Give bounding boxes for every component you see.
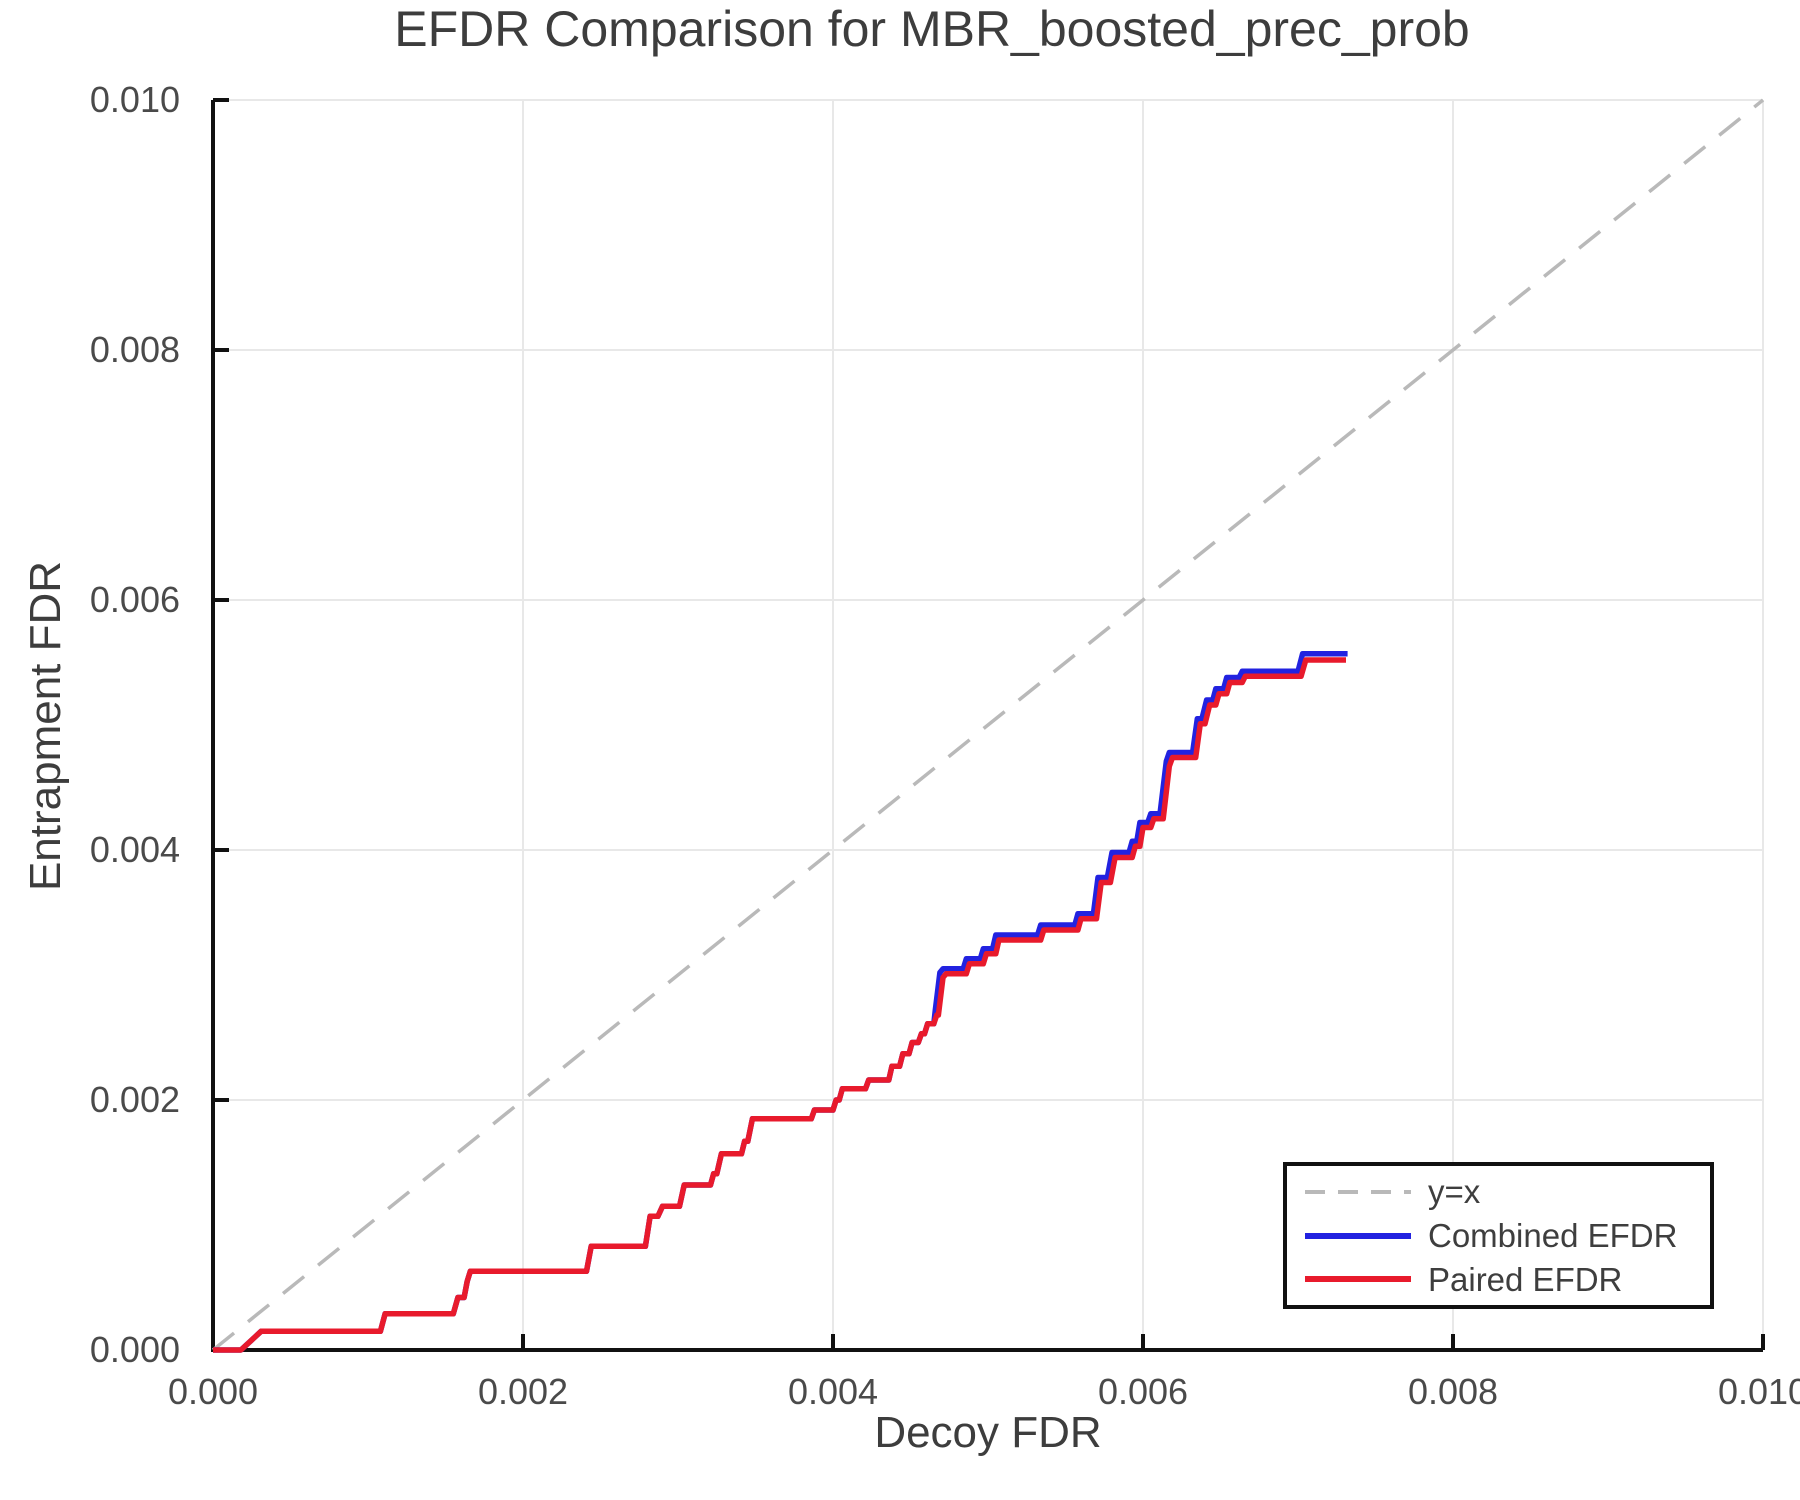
chart-title: EFDR Comparison for MBR_boosted_prec_pro… bbox=[394, 1, 1470, 57]
y-axis-title: Entrapment FDR bbox=[21, 560, 70, 892]
reference-line-sample-icon bbox=[1305, 1189, 1411, 1194]
reference-line-y-equals-x bbox=[211, 98, 1765, 1352]
x-tick-label: 0.002 bbox=[478, 1371, 568, 1412]
legend-row-combined: Combined EFDR bbox=[1303, 1218, 1710, 1254]
y-tick-label: 0.006 bbox=[90, 579, 180, 620]
y-tick-label: 0.008 bbox=[90, 329, 180, 370]
x-tick-label: 0.006 bbox=[1098, 1371, 1188, 1412]
x-tick-label: 0.004 bbox=[788, 1371, 878, 1412]
y-tick-label: 0.004 bbox=[90, 829, 180, 870]
combined-line-sample-icon bbox=[1305, 1232, 1411, 1239]
x-tick-label: 0.000 bbox=[168, 1371, 258, 1412]
y-tick-label: 0.010 bbox=[90, 79, 180, 120]
paired-efdr-line bbox=[213, 657, 1346, 1353]
x-axis-title: Decoy FDR bbox=[874, 1408, 1102, 1457]
x-tick-label: 0.010 bbox=[1718, 1371, 1800, 1412]
paired-line-sample-icon bbox=[1305, 1276, 1411, 1283]
legend-row-reference: y=x bbox=[1303, 1174, 1710, 1210]
legend-label-paired: Paired EFDR bbox=[1428, 1260, 1623, 1298]
y-tick-label: 0.000 bbox=[90, 1329, 180, 1370]
legend-label-combined: Combined EFDR bbox=[1428, 1217, 1678, 1254]
legend: y=x Combined EFDR Paired EFDR bbox=[1283, 1162, 1714, 1309]
y-tick-label: 0.002 bbox=[90, 1079, 180, 1120]
legend-label-reference: y=x bbox=[1428, 1173, 1481, 1211]
x-tick-label: 0.008 bbox=[1408, 1371, 1498, 1412]
legend-row-paired: Paired EFDR bbox=[1303, 1261, 1710, 1297]
